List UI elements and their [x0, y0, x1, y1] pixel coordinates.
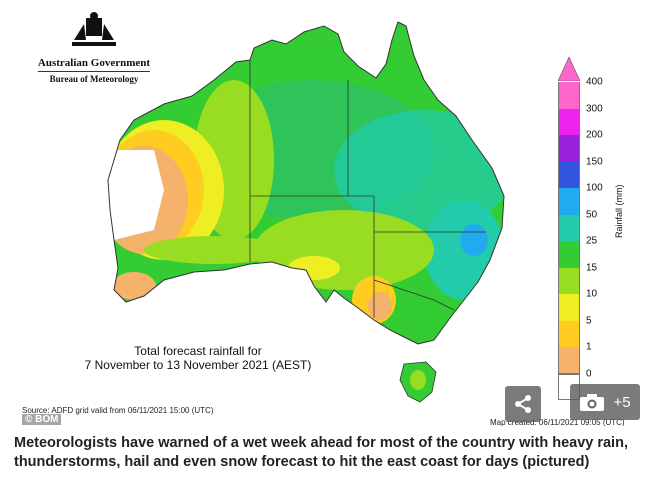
legend-color-bar: [558, 82, 580, 400]
image-caption: Meteorologists have warned of a wet week…: [14, 435, 628, 470]
legend-segment-1: [558, 347, 580, 374]
camera-icon: [580, 394, 605, 411]
legend-arrow: [558, 57, 580, 81]
share-button[interactable]: [505, 386, 541, 422]
legend-label-100: 100: [586, 182, 603, 194]
legend-label-400: 400: [586, 76, 603, 88]
legend-unit-label: Rainfall (mm): [614, 184, 624, 238]
legend-segment-150: [558, 161, 580, 188]
coat-of-arms-icon: [72, 12, 116, 46]
share-icon: [515, 395, 531, 413]
legend-segment-200: [558, 135, 580, 162]
government-title: Australian Government: [37, 57, 151, 69]
legend-label-300: 300: [586, 103, 603, 114]
legend-segment-5: [558, 320, 580, 347]
legend-segment-15: [558, 267, 580, 294]
map-title: Total forecast rainfall for 7 November t…: [84, 344, 312, 372]
legend-label-50: 50: [586, 209, 598, 220]
legend-segment-10: [558, 294, 580, 321]
legend-segment-25: [558, 241, 580, 268]
source-note: Source: ADFD grid valid from 06/11/2021 …: [22, 406, 214, 415]
legend-segment-100: [558, 188, 580, 215]
legend-label-0: 0: [586, 368, 592, 379]
legend-label-5: 5: [586, 315, 592, 326]
gallery-button[interactable]: +5: [570, 384, 640, 420]
coastline: [107, 21, 505, 345]
bom-credit: © BOM: [22, 414, 62, 425]
created-note: Map created: 06/11/2021 09:05 (UTC): [490, 418, 625, 426]
rainfall-legend: 400 300 200 150 100 50 25 15 10 5 1 0 Rainfall (mm): [558, 57, 638, 400]
legend-label-150: 150: [586, 156, 603, 167]
legend-segment-50: [558, 214, 580, 241]
legend-label-200: 200: [586, 129, 603, 141]
forecast-map: Australian Government Bureau of Meteorol…: [14, 0, 654, 426]
government-logo: Australian Government Bureau of Meteorol…: [34, 10, 154, 84]
legend-label-25: 25: [586, 235, 598, 247]
australia-rainfall-map: [107, 21, 505, 403]
legend-label-10: 10: [586, 288, 598, 300]
gallery-count: +5: [613, 393, 631, 411]
legend-segment-400: [558, 82, 580, 109]
legend-label-1: 1: [586, 341, 592, 353]
state-borders: [249, 60, 486, 318]
legend-label-15: 15: [586, 262, 598, 273]
bureau-title: Bureau of Meteorology: [49, 74, 139, 84]
legend-segment-300: [558, 108, 580, 135]
